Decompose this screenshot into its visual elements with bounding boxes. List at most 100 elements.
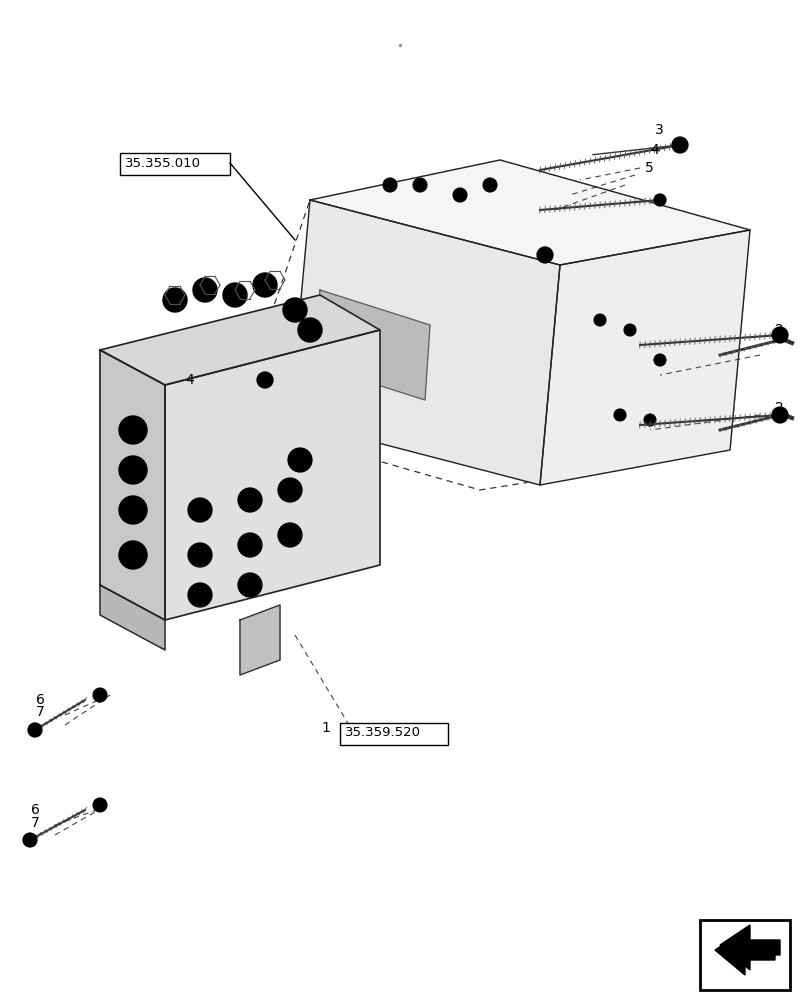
Circle shape	[616, 412, 622, 418]
Circle shape	[257, 372, 272, 388]
Circle shape	[415, 181, 423, 189]
Circle shape	[28, 723, 42, 737]
Circle shape	[413, 178, 427, 192]
Circle shape	[277, 523, 302, 547]
Circle shape	[31, 726, 39, 734]
Text: 2: 2	[774, 401, 783, 415]
Circle shape	[653, 354, 665, 366]
Circle shape	[238, 573, 262, 597]
Circle shape	[193, 278, 217, 302]
Circle shape	[188, 498, 212, 522]
Circle shape	[260, 376, 268, 384]
Circle shape	[456, 191, 463, 199]
Circle shape	[385, 181, 393, 189]
Circle shape	[771, 407, 787, 423]
Circle shape	[286, 532, 293, 538]
Circle shape	[193, 548, 207, 562]
Circle shape	[124, 546, 142, 564]
Circle shape	[93, 798, 107, 812]
Circle shape	[656, 357, 663, 363]
Circle shape	[253, 273, 277, 297]
Circle shape	[228, 288, 242, 302]
Circle shape	[286, 487, 293, 493]
Circle shape	[93, 688, 107, 702]
Circle shape	[197, 507, 203, 513]
Circle shape	[646, 417, 652, 423]
Circle shape	[163, 288, 187, 312]
Circle shape	[129, 506, 137, 514]
Polygon shape	[100, 295, 380, 385]
Circle shape	[97, 692, 103, 698]
Circle shape	[124, 421, 142, 439]
Circle shape	[119, 416, 147, 444]
Text: 35.359.520: 35.359.520	[345, 726, 420, 739]
Polygon shape	[165, 330, 380, 620]
Text: 2: 2	[774, 323, 783, 337]
Circle shape	[258, 278, 272, 292]
Circle shape	[97, 802, 103, 808]
Circle shape	[247, 497, 253, 503]
Polygon shape	[539, 230, 749, 485]
Circle shape	[486, 181, 493, 189]
Circle shape	[536, 247, 552, 263]
Text: 35.355.010: 35.355.010	[125, 157, 201, 170]
Circle shape	[129, 466, 137, 474]
Circle shape	[188, 583, 212, 607]
Circle shape	[277, 478, 302, 502]
Text: 3: 3	[654, 123, 663, 137]
Circle shape	[298, 318, 322, 342]
Polygon shape	[719, 925, 779, 970]
Circle shape	[193, 503, 207, 517]
Circle shape	[193, 588, 207, 602]
Circle shape	[771, 327, 787, 343]
Text: 4: 4	[649, 143, 658, 157]
Circle shape	[198, 283, 212, 297]
Circle shape	[119, 496, 147, 524]
Circle shape	[238, 533, 262, 557]
Bar	[340, 723, 448, 745]
Circle shape	[288, 448, 311, 472]
Text: 5: 5	[644, 161, 653, 175]
Circle shape	[594, 314, 605, 326]
Text: 7: 7	[36, 705, 45, 719]
Circle shape	[124, 501, 142, 519]
Circle shape	[129, 551, 137, 559]
Circle shape	[656, 197, 663, 203]
Circle shape	[26, 836, 34, 844]
Circle shape	[303, 323, 316, 337]
Circle shape	[242, 493, 257, 507]
Polygon shape	[100, 585, 165, 650]
Circle shape	[247, 542, 253, 548]
Circle shape	[293, 453, 307, 467]
Circle shape	[672, 137, 687, 153]
Bar	[120, 153, 230, 175]
Circle shape	[23, 833, 37, 847]
Text: 6: 6	[31, 803, 40, 817]
Circle shape	[242, 538, 257, 552]
Circle shape	[297, 457, 303, 463]
Bar	[699, 920, 789, 990]
Circle shape	[775, 331, 783, 339]
Circle shape	[242, 578, 257, 592]
Circle shape	[483, 178, 496, 192]
Circle shape	[540, 251, 548, 259]
Circle shape	[283, 528, 297, 542]
Circle shape	[119, 456, 147, 484]
Circle shape	[596, 317, 603, 323]
Circle shape	[626, 327, 633, 333]
Circle shape	[613, 409, 625, 421]
Circle shape	[775, 411, 783, 419]
Polygon shape	[315, 290, 430, 400]
Circle shape	[283, 298, 307, 322]
Circle shape	[124, 461, 142, 479]
Text: 7: 7	[31, 816, 40, 830]
Circle shape	[383, 178, 397, 192]
Polygon shape	[100, 350, 165, 620]
Polygon shape	[290, 200, 560, 485]
Circle shape	[197, 592, 203, 598]
Circle shape	[623, 324, 635, 336]
Polygon shape	[714, 930, 774, 975]
Circle shape	[288, 303, 302, 317]
Circle shape	[223, 283, 247, 307]
Circle shape	[283, 483, 297, 497]
